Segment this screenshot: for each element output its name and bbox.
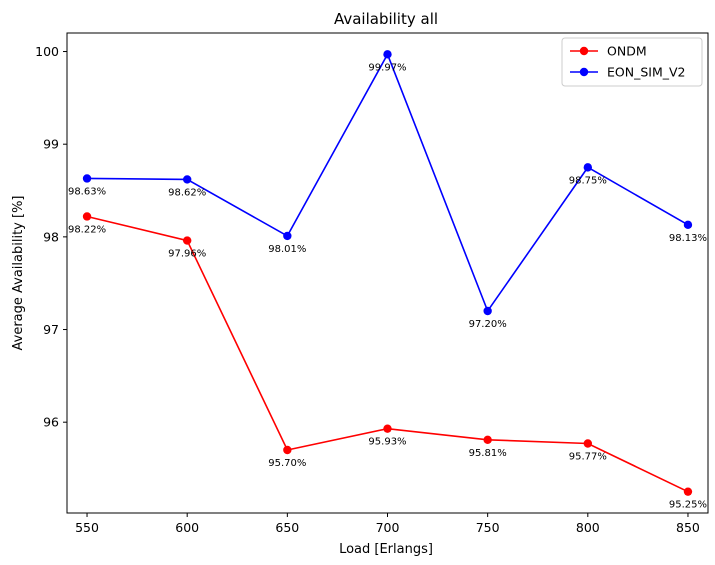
y-tick-label: 97 [43,322,59,337]
data-point [82,212,92,221]
x-tick-label: 700 [376,520,400,535]
chart-title: Availability all [334,10,438,28]
x-tick-label: 600 [175,520,199,535]
data-point [182,236,192,245]
data-point [182,175,192,184]
data-point [683,220,693,230]
data-point [82,174,92,183]
data-label: 98.62% [168,187,206,198]
data-point [383,424,392,433]
data-label: 98.22% [68,224,106,235]
y-tick-label: 99 [43,137,59,152]
data-label: 98.01% [268,244,306,255]
data-point [483,306,492,316]
legend-box [561,37,703,87]
data-point [283,231,292,241]
data-label: 95.25% [669,500,707,511]
y-axis-title: Average Availability [%] [11,195,26,350]
data-point [683,487,693,496]
data-label: 95.81% [469,448,507,459]
x-tick-label: 550 [75,520,99,535]
legend-marker [579,46,589,56]
data-point [483,435,492,444]
data-label: 99.97% [368,62,406,73]
x-axis: 550 600 650 700 750 800 850 [75,513,700,535]
series-eon-sim-v2: 98.63% 98.62% 98.01% 99.97% 97.20% 98.75% 98.1… [68,50,707,330]
data-label: 95.70% [268,458,306,469]
legend: ONDM EON_SIM_V2 [561,37,703,87]
y-tick-label: 96 [43,415,59,430]
data-point [583,163,593,172]
data-label: 95.77% [569,452,607,463]
x-axis-title: Load [Erlangs] [339,542,433,557]
data-label: 98.13% [669,233,707,244]
series-layer: 98.22% 97.96% 95.70% 95.93% 95.81% 95.77% 95.2… [68,50,707,511]
y-tick-label: 98 [43,229,59,244]
data-point [283,445,292,455]
data-point [583,439,593,448]
data-label: 98.75% [569,175,607,186]
y-tick-label: 100 [35,44,59,59]
y-axis: 96 97 98 99 100 [35,44,67,430]
data-label: 95.93% [368,437,406,448]
data-label: 97.96% [168,249,206,260]
legend-label: ONDM [607,44,647,59]
legend-label: EON_SIM_V2 [607,65,686,80]
x-tick-label: 750 [476,520,500,535]
x-tick-label: 800 [576,520,600,535]
data-point [383,50,392,59]
data-label: 97.20% [469,319,507,330]
series-ondm: 98.22% 97.96% 95.70% 95.93% 95.81% 95.77% 95.2… [68,212,707,511]
x-tick-label: 650 [275,520,299,535]
data-label: 98.63% [68,186,106,197]
legend-marker [579,67,589,77]
x-tick-label: 850 [676,520,700,535]
